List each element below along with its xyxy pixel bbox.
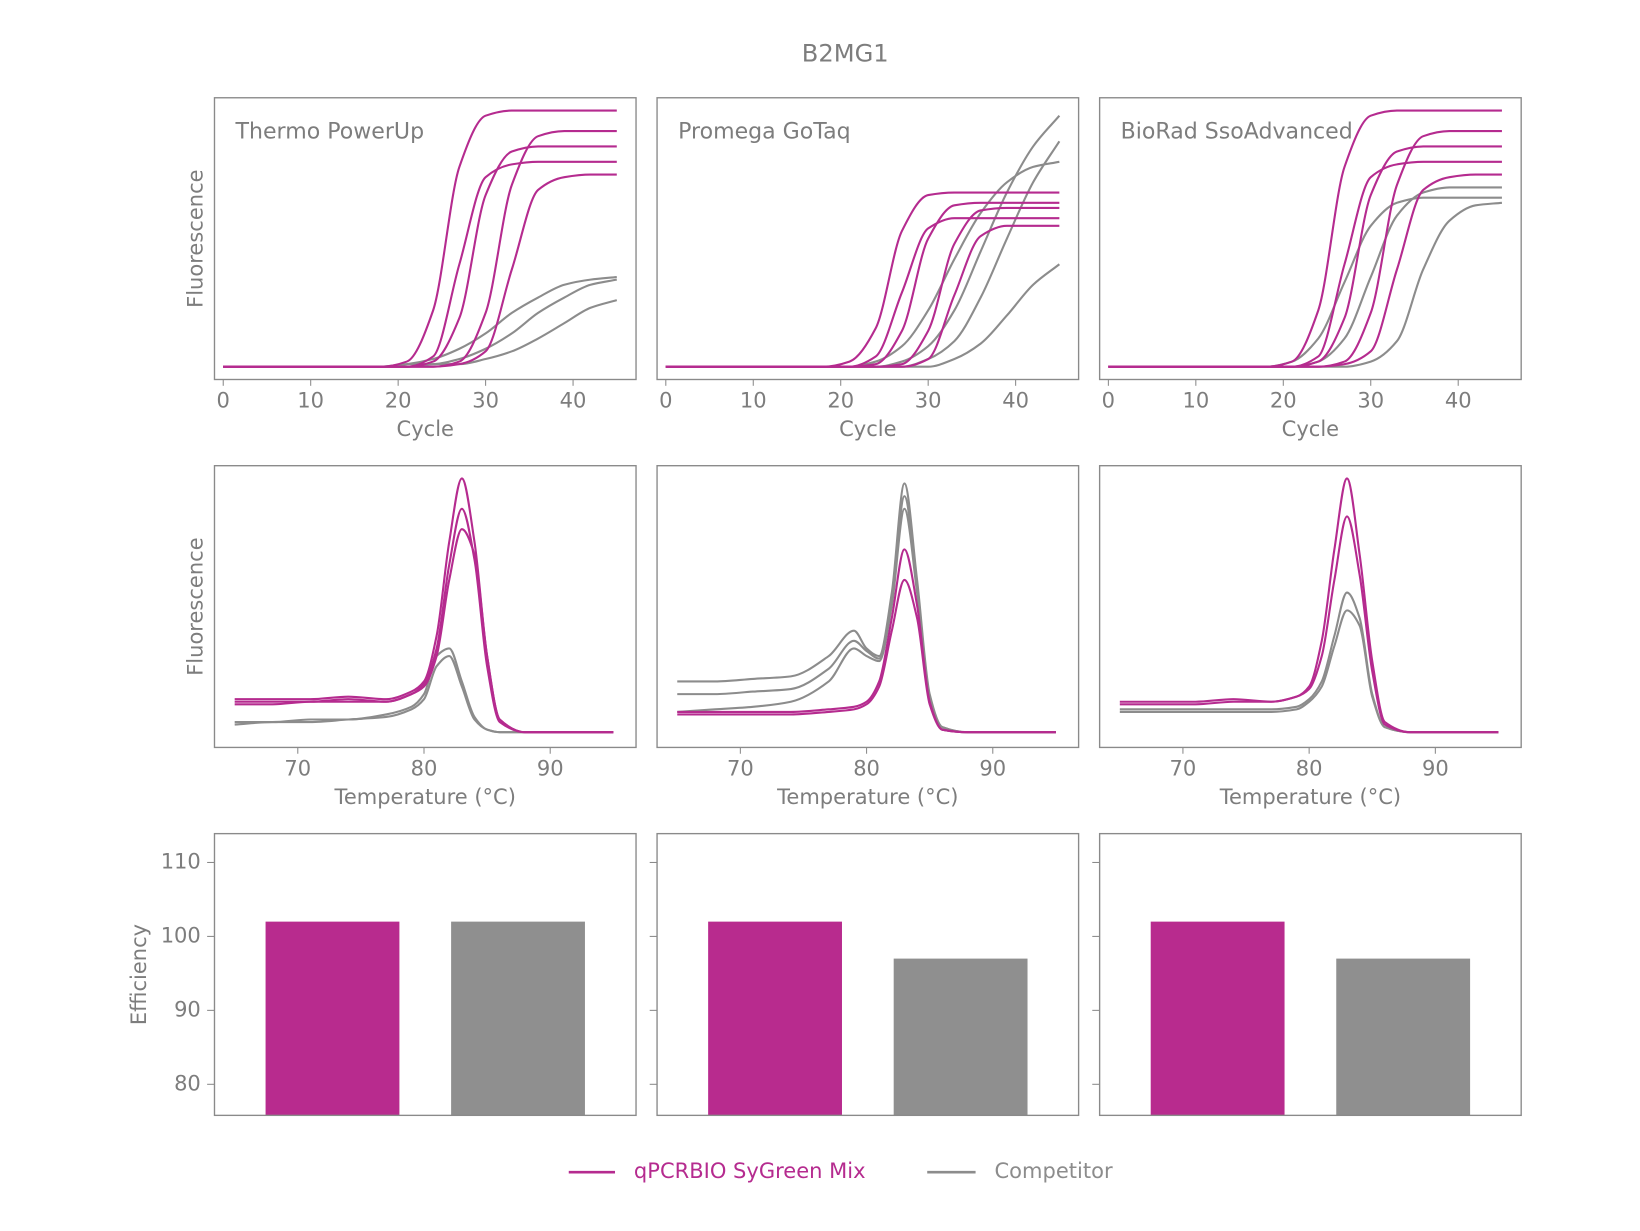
curve (1108, 145, 1502, 368)
x-tick-label: 20 (385, 388, 412, 413)
plot-frame (1098, 97, 1522, 381)
x-tick-label: 30 (472, 388, 499, 413)
x-tick-label: 10 (297, 388, 324, 413)
x-tick-label: 80 (1296, 756, 1323, 781)
bar (265, 921, 400, 1116)
curve (665, 224, 1060, 368)
y-axis-label: Fluorescence (183, 537, 208, 675)
bar (1150, 921, 1285, 1116)
bar (893, 958, 1028, 1116)
curve (223, 160, 617, 368)
plot-frame (656, 465, 1080, 749)
curve (1108, 160, 1502, 368)
plot-frame (1098, 832, 1522, 1117)
x-axis-label: Cycle (839, 416, 896, 441)
x-tick-label: 70 (727, 756, 754, 781)
curve (677, 507, 1056, 734)
panel-label: BioRad SsoAdvanced (1121, 119, 1353, 144)
curve (677, 495, 1056, 734)
curve (234, 655, 614, 734)
x-axis-label: Cycle (397, 416, 454, 441)
plot-frame (656, 97, 1080, 381)
y-tick-label: 100 (161, 922, 201, 947)
figure-title: B2MG1 (802, 40, 889, 68)
bar (708, 921, 842, 1116)
curve (1119, 477, 1499, 734)
x-tick-label: 90 (1422, 756, 1449, 781)
x-tick-label: 40 (1002, 388, 1029, 413)
x-tick-label: 90 (537, 756, 564, 781)
x-tick-label: 0 (1102, 388, 1115, 413)
plot-frame (656, 832, 1080, 1117)
panel-label: Thermo PowerUp (235, 119, 425, 144)
x-axis-label: Cycle (1282, 416, 1339, 441)
curve (223, 278, 617, 368)
curve (234, 528, 614, 734)
y-axis-label: Efficiency (126, 924, 151, 1025)
x-axis-label: Temperature (°C) (334, 784, 516, 809)
curve (665, 206, 1060, 368)
x-tick-label: 90 (979, 756, 1006, 781)
y-axis-label: Fluorescence (183, 169, 208, 307)
x-tick-label: 30 (915, 388, 942, 413)
bar (451, 921, 585, 1116)
x-tick-label: 80 (411, 756, 438, 781)
x-tick-label: 40 (560, 388, 587, 413)
curve (677, 578, 1056, 734)
curve (1108, 173, 1502, 368)
curve (677, 482, 1056, 734)
bar (1336, 958, 1471, 1116)
y-tick-label: 90 (174, 996, 201, 1021)
plot-frame (213, 465, 637, 749)
x-tick-label: 20 (1270, 388, 1297, 413)
curve (223, 130, 617, 368)
curve (223, 299, 618, 368)
legend-label: Competitor (995, 1158, 1113, 1183)
x-tick-label: 30 (1357, 388, 1384, 413)
curve (234, 647, 614, 734)
curve (1119, 609, 1499, 734)
x-tick-label: 10 (740, 388, 767, 413)
curve (665, 140, 1061, 368)
curve (223, 145, 617, 368)
curve (1108, 196, 1502, 368)
curve (1108, 130, 1502, 368)
plot-frame (1098, 465, 1522, 749)
curve (1119, 515, 1499, 734)
panel-label: Promega GoTaq (678, 119, 851, 144)
y-tick-label: 80 (174, 1070, 201, 1095)
curve (1108, 186, 1502, 368)
x-axis-label: Temperature (°C) (1219, 784, 1401, 809)
x-tick-label: 0 (217, 388, 230, 413)
y-tick-label: 110 (161, 848, 201, 873)
plot-frame (213, 832, 637, 1117)
x-axis-label: Temperature (°C) (776, 784, 958, 809)
x-tick-label: 70 (284, 756, 311, 781)
curve (223, 276, 617, 368)
legend-label: qPCRBIO SyGreen Mix (634, 1158, 866, 1183)
curve (665, 201, 1060, 368)
curve (223, 173, 617, 368)
plot-frame (213, 97, 637, 381)
curve (665, 217, 1060, 368)
x-tick-label: 0 (659, 388, 672, 413)
x-tick-label: 20 (827, 388, 854, 413)
x-tick-label: 80 (853, 756, 880, 781)
x-tick-label: 40 (1445, 388, 1472, 413)
curve (1108, 109, 1502, 368)
x-tick-label: 10 (1182, 388, 1209, 413)
x-tick-label: 70 (1170, 756, 1197, 781)
curve (665, 115, 1061, 368)
